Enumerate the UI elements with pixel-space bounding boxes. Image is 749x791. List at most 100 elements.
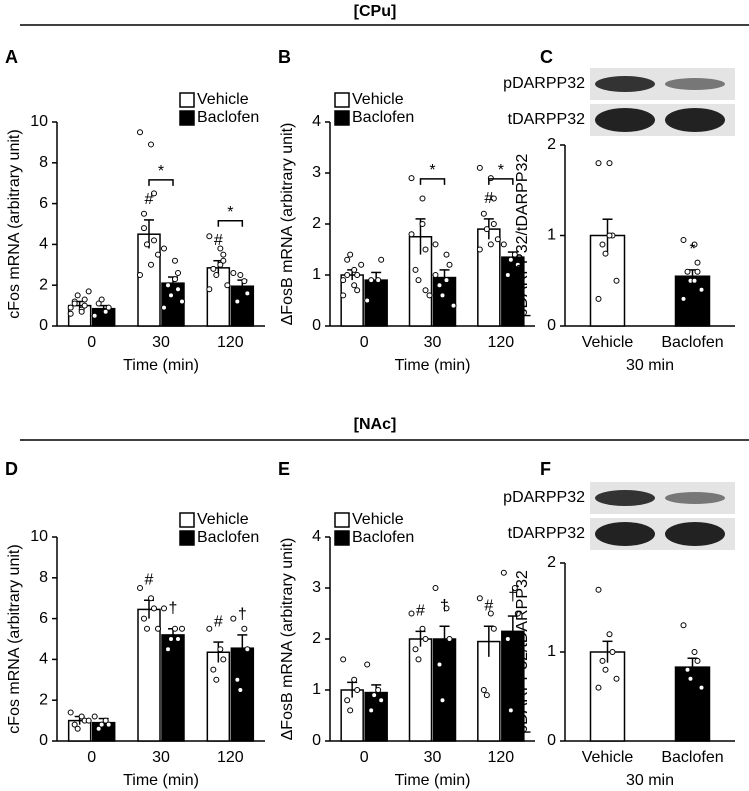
x-tick-label: 0 <box>87 334 96 351</box>
data-point <box>217 245 224 252</box>
x-axis-label: Time (min) <box>123 772 199 789</box>
data-point <box>213 676 220 683</box>
data-point <box>476 595 483 602</box>
blot-label: pDARPP32 <box>503 75 585 92</box>
y-tick-label: 6 <box>39 195 48 212</box>
data-point <box>364 661 371 668</box>
data-point <box>436 661 443 668</box>
data-point <box>504 272 511 278</box>
y-tick-label: 0 <box>39 317 48 334</box>
data-point <box>168 636 174 642</box>
data-point <box>436 282 443 289</box>
data-point <box>354 287 361 294</box>
data-point <box>244 290 251 297</box>
data-point <box>91 713 98 720</box>
data-point <box>507 256 514 263</box>
data-point <box>347 707 354 714</box>
data-point <box>609 649 616 655</box>
data-point <box>483 692 490 699</box>
significance-marker: # <box>214 232 223 249</box>
data-point <box>595 295 602 302</box>
data-point <box>155 625 161 632</box>
y-tick-label: 1 <box>312 681 321 698</box>
data-point <box>426 292 433 299</box>
bar <box>432 638 457 742</box>
data-point <box>358 261 365 268</box>
data-point <box>347 251 354 258</box>
data-point <box>595 586 602 593</box>
data-point <box>599 657 606 664</box>
data-point <box>217 646 224 653</box>
data-point <box>344 697 351 704</box>
y-tick-label: 2 <box>312 630 321 647</box>
blot-label: tDARPP32 <box>508 525 585 542</box>
data-point <box>443 277 450 284</box>
y-tick-label: 0 <box>547 732 556 749</box>
data-point <box>687 675 694 682</box>
data-point <box>490 221 497 227</box>
y-tick-label: 4 <box>39 651 48 668</box>
data-point <box>78 308 85 315</box>
data-point <box>450 302 457 309</box>
data-point <box>98 721 105 728</box>
data-point <box>67 310 74 317</box>
data-point <box>220 257 227 264</box>
blot-band <box>595 108 655 132</box>
data-point <box>95 300 102 307</box>
data-point <box>606 232 613 239</box>
significance-marker: † <box>238 606 247 623</box>
data-point <box>102 717 109 724</box>
legend-label: Baclofen <box>352 109 414 126</box>
data-point <box>234 298 241 305</box>
blot-band <box>665 78 725 90</box>
data-point <box>698 286 705 293</box>
data-point <box>680 622 687 629</box>
y-tick-label: 2 <box>547 554 556 571</box>
data-point <box>680 295 687 302</box>
y-tick-label: 3 <box>312 579 321 596</box>
data-point <box>684 666 691 673</box>
significance-marker: # <box>145 191 154 208</box>
data-point <box>137 129 143 136</box>
data-point <box>148 261 154 268</box>
data-point <box>511 585 518 591</box>
bar <box>408 638 433 742</box>
data-point <box>419 221 426 227</box>
data-point <box>422 636 429 642</box>
data-point <box>144 241 150 248</box>
data-point <box>419 625 426 632</box>
data-point <box>354 687 361 693</box>
y-tick-label: 2 <box>39 276 48 293</box>
data-point <box>230 269 237 276</box>
data-point <box>422 246 429 253</box>
data-point <box>602 250 609 257</box>
comparison-bracket <box>217 219 244 227</box>
x-tick-label: Baclofen <box>661 334 723 351</box>
data-point <box>606 631 613 638</box>
x-tick-label: 30 <box>424 334 442 351</box>
y-tick-label: 0 <box>312 317 321 334</box>
y-tick-label: 10 <box>30 113 48 130</box>
data-point <box>237 687 244 693</box>
y-axis-label: cFos mRNA (arbitrary unit) <box>6 129 23 318</box>
data-point <box>71 300 78 307</box>
data-point <box>155 251 161 258</box>
panel-label: C <box>540 47 553 67</box>
data-point <box>172 257 178 264</box>
comparison-marker: * <box>158 163 164 180</box>
blot-band <box>665 492 725 504</box>
data-point <box>161 605 167 612</box>
data-point <box>694 268 701 275</box>
x-tick-label: Vehicle <box>582 749 634 766</box>
data-point <box>172 625 178 632</box>
data-point <box>507 707 514 714</box>
data-point <box>141 615 147 622</box>
data-point <box>137 585 143 591</box>
data-point <box>141 225 147 232</box>
data-point <box>340 656 347 663</box>
data-point <box>439 697 446 704</box>
data-point <box>81 296 88 303</box>
legend-swatch <box>334 110 350 126</box>
y-tick-label: 8 <box>39 154 48 171</box>
